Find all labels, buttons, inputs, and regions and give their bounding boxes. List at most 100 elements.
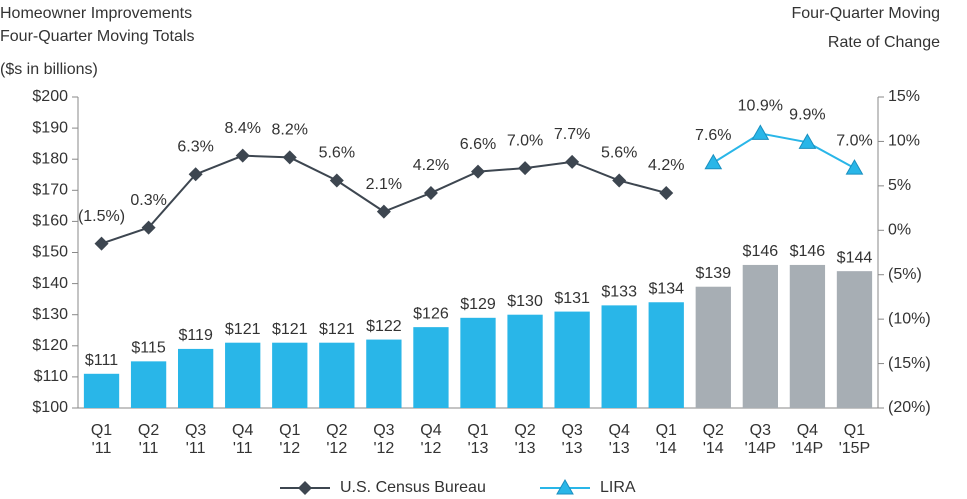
y-tick-label: $150 bbox=[32, 244, 68, 261]
y-tick-label: $160 bbox=[32, 213, 68, 230]
y-tick-label: $140 bbox=[32, 275, 68, 292]
line-value-label: 10.9% bbox=[738, 98, 783, 115]
line-value-label: 7.6% bbox=[695, 127, 731, 144]
bar-value-label: $130 bbox=[507, 293, 543, 310]
line-marker bbox=[565, 154, 580, 169]
line-value-label: 7.0% bbox=[507, 132, 543, 149]
x-tick-label: Q2 '11 bbox=[137, 422, 160, 457]
x-tick-label: Q2 '12 bbox=[326, 422, 348, 457]
y-tick-label: $190 bbox=[32, 119, 68, 136]
y-tick-label: $130 bbox=[32, 306, 68, 323]
x-tick-label: Q3 '13 bbox=[561, 422, 583, 457]
line-value-label: 9.9% bbox=[789, 107, 825, 124]
line-marker bbox=[798, 133, 817, 149]
y-tick-label: $110 bbox=[34, 368, 69, 385]
bar bbox=[507, 314, 543, 408]
bar-value-label: $126 bbox=[413, 305, 449, 322]
x-tick-label: Q3 '12 bbox=[373, 422, 395, 457]
bar bbox=[460, 317, 496, 408]
bar-value-label: $133 bbox=[601, 284, 637, 301]
bar-value-label: $119 bbox=[178, 327, 213, 344]
y-tick-label: $200 bbox=[32, 88, 68, 105]
y2-tick-label: (10%) bbox=[888, 310, 931, 327]
x-tick-label: Q4 '13 bbox=[608, 422, 630, 457]
bar bbox=[225, 342, 261, 408]
line-value-label: 5.6% bbox=[601, 145, 637, 162]
x-tick-label: Q1 '12 bbox=[279, 422, 301, 457]
bar bbox=[130, 361, 167, 408]
y2-title: Rate of Change bbox=[828, 34, 940, 51]
bar bbox=[836, 271, 873, 408]
line bbox=[101, 154, 667, 245]
y2-tick-label: (5%) bbox=[888, 266, 922, 283]
x-tick-label: Q4 '12 bbox=[420, 422, 442, 457]
line-marker bbox=[141, 220, 156, 235]
line-value-label: 5.6% bbox=[319, 145, 355, 162]
bar bbox=[648, 302, 684, 408]
y-tick-label: $120 bbox=[32, 337, 68, 354]
bar bbox=[178, 348, 214, 408]
line-value-label: 4.2% bbox=[413, 157, 449, 174]
x-tick-label: Q1 '13 bbox=[467, 422, 489, 457]
y-unit: ($s in billions) bbox=[0, 61, 98, 78]
y2-tick-label: (20%) bbox=[888, 399, 931, 416]
y2-tick-label: 0% bbox=[888, 222, 911, 239]
bar bbox=[272, 342, 308, 408]
bar bbox=[601, 305, 637, 408]
bar bbox=[695, 286, 731, 408]
line-marker bbox=[659, 185, 674, 200]
bar bbox=[319, 342, 355, 408]
line-marker bbox=[329, 173, 344, 188]
y-tick-label: $170 bbox=[32, 182, 68, 199]
bar-value-label: $122 bbox=[366, 318, 402, 335]
line-value-label: 2.1% bbox=[366, 176, 402, 193]
line-value-label: 6.6% bbox=[460, 136, 496, 153]
bar-value-label: $134 bbox=[648, 280, 684, 297]
bar-value-label: $146 bbox=[743, 243, 779, 260]
line-marker bbox=[94, 236, 109, 251]
line-marker bbox=[188, 167, 203, 182]
line bbox=[712, 132, 855, 169]
line-marker bbox=[282, 150, 297, 165]
y2-tick-label: 15% bbox=[888, 88, 920, 105]
line-value-label: 8.2% bbox=[272, 122, 308, 139]
line-marker bbox=[423, 185, 438, 200]
y2-tick-label: 5% bbox=[888, 177, 911, 194]
line-value-label: 4.2% bbox=[648, 157, 684, 174]
y2-tick-label: (15%) bbox=[888, 355, 931, 372]
line-marker bbox=[556, 478, 574, 495]
bar bbox=[742, 264, 778, 408]
y-tick-label: $180 bbox=[32, 150, 68, 167]
y-tick-label: $100 bbox=[32, 399, 68, 416]
line-value-label: 8.4% bbox=[224, 120, 260, 137]
line-value-label: 7.7% bbox=[554, 126, 590, 143]
x-tick-label: Q4 '11 bbox=[232, 422, 254, 457]
bar-value-label: $121 bbox=[319, 321, 355, 338]
x-tick-label: Q2 '14 bbox=[702, 422, 724, 457]
line-marker bbox=[704, 153, 723, 170]
x-tick-label: Q1 '14 bbox=[655, 422, 677, 457]
bar bbox=[413, 327, 449, 408]
legend-label: LIRA bbox=[600, 479, 636, 496]
bar bbox=[366, 339, 402, 408]
legend-label: U.S. Census Bureau bbox=[340, 479, 486, 496]
bar-value-label: $121 bbox=[225, 321, 261, 338]
line-value-label: 0.3% bbox=[130, 192, 166, 209]
bar-value-label: $121 bbox=[272, 321, 308, 338]
line-marker bbox=[376, 204, 391, 219]
bar-value-label: $115 bbox=[131, 340, 166, 357]
x-tick-label: Q3 '11 bbox=[184, 422, 207, 457]
x-tick-label: Q1 '11 bbox=[90, 422, 113, 457]
y2-title: Four-Quarter Moving bbox=[792, 5, 941, 22]
x-tick-label: Q3 '14P bbox=[744, 422, 777, 457]
y2-tick-label: 10% bbox=[888, 133, 920, 150]
bar-value-label: $129 bbox=[460, 296, 496, 313]
x-tick-label: Q1 '15P bbox=[838, 422, 871, 457]
line-marker bbox=[235, 148, 250, 163]
line-marker bbox=[612, 173, 627, 188]
line-marker bbox=[845, 159, 864, 175]
line-marker bbox=[518, 161, 533, 176]
bar-value-label: $146 bbox=[790, 243, 826, 260]
bar-value-label: $144 bbox=[837, 249, 873, 266]
